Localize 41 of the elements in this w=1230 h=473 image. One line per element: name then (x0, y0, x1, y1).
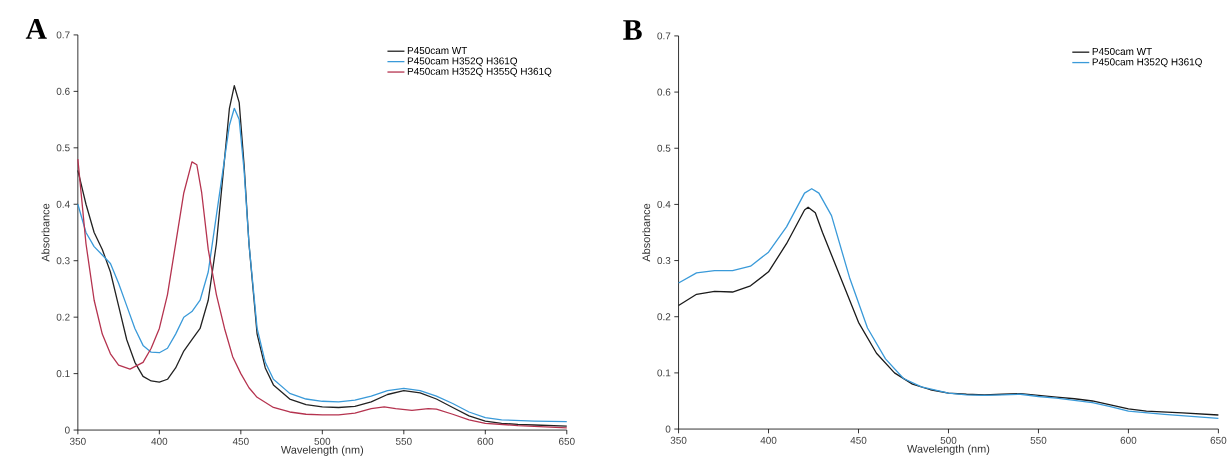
x-tick-label: 450 (850, 436, 867, 444)
x-axis-title: Wavelength (nm) (907, 444, 990, 455)
x-tick-label: 600 (477, 437, 494, 445)
y-tick-label: 0.3 (56, 257, 70, 265)
x-tick-label: 650 (559, 437, 575, 445)
legend-label: P450cam H352Q H361Q (1092, 58, 1202, 68)
chart-title: A (25, 19, 47, 39)
y-tick-label: 0 (64, 426, 70, 434)
x-tick-label: 600 (1120, 436, 1137, 444)
x-tick-label: 350 (69, 437, 86, 445)
y-tick-label: 0.1 (657, 369, 671, 377)
y-tick-label: 0.5 (657, 144, 671, 152)
x-axis-title: Wavelength (nm) (280, 445, 364, 456)
legend-label: P450cam H352Q H361Q (407, 57, 518, 67)
y-axis-title: Absorbance (41, 203, 50, 262)
y-axis-title: Absorbance (642, 203, 651, 262)
y-tick-label: 0 (665, 425, 671, 433)
y-tick-label: 0.1 (56, 370, 70, 378)
x-tick-label: 550 (1030, 436, 1047, 444)
x-tick-label: 650 (1210, 436, 1227, 444)
legend-label: P450cam WT (407, 47, 468, 55)
y-tick-label: 0.4 (657, 200, 671, 208)
y-tick-label: 0.4 (56, 200, 70, 208)
y-tick-label: 0.2 (657, 313, 671, 321)
y-tick-label: 0.3 (657, 257, 671, 265)
y-tick-label: 0.6 (56, 87, 70, 95)
legend-label: P450cam H352Q H355Q H361Q (407, 67, 552, 77)
legend-label: P450cam WT (1092, 47, 1152, 56)
y-tick-label: 0.7 (56, 31, 70, 39)
x-tick-label: 400 (760, 436, 777, 444)
y-tick-label: 0.6 (657, 88, 671, 96)
y-tick-label: 0.7 (657, 32, 671, 40)
x-tick-label: 500 (940, 436, 957, 444)
x-tick-label: 350 (670, 436, 687, 444)
x-tick-label: 400 (151, 437, 168, 445)
x-tick-label: 450 (232, 437, 249, 445)
y-tick-label: 0.5 (56, 144, 70, 152)
x-tick-label: 500 (314, 437, 331, 445)
chart-title: B (623, 20, 642, 40)
x-tick-label: 550 (395, 437, 412, 445)
y-tick-label: 0.2 (56, 313, 70, 321)
